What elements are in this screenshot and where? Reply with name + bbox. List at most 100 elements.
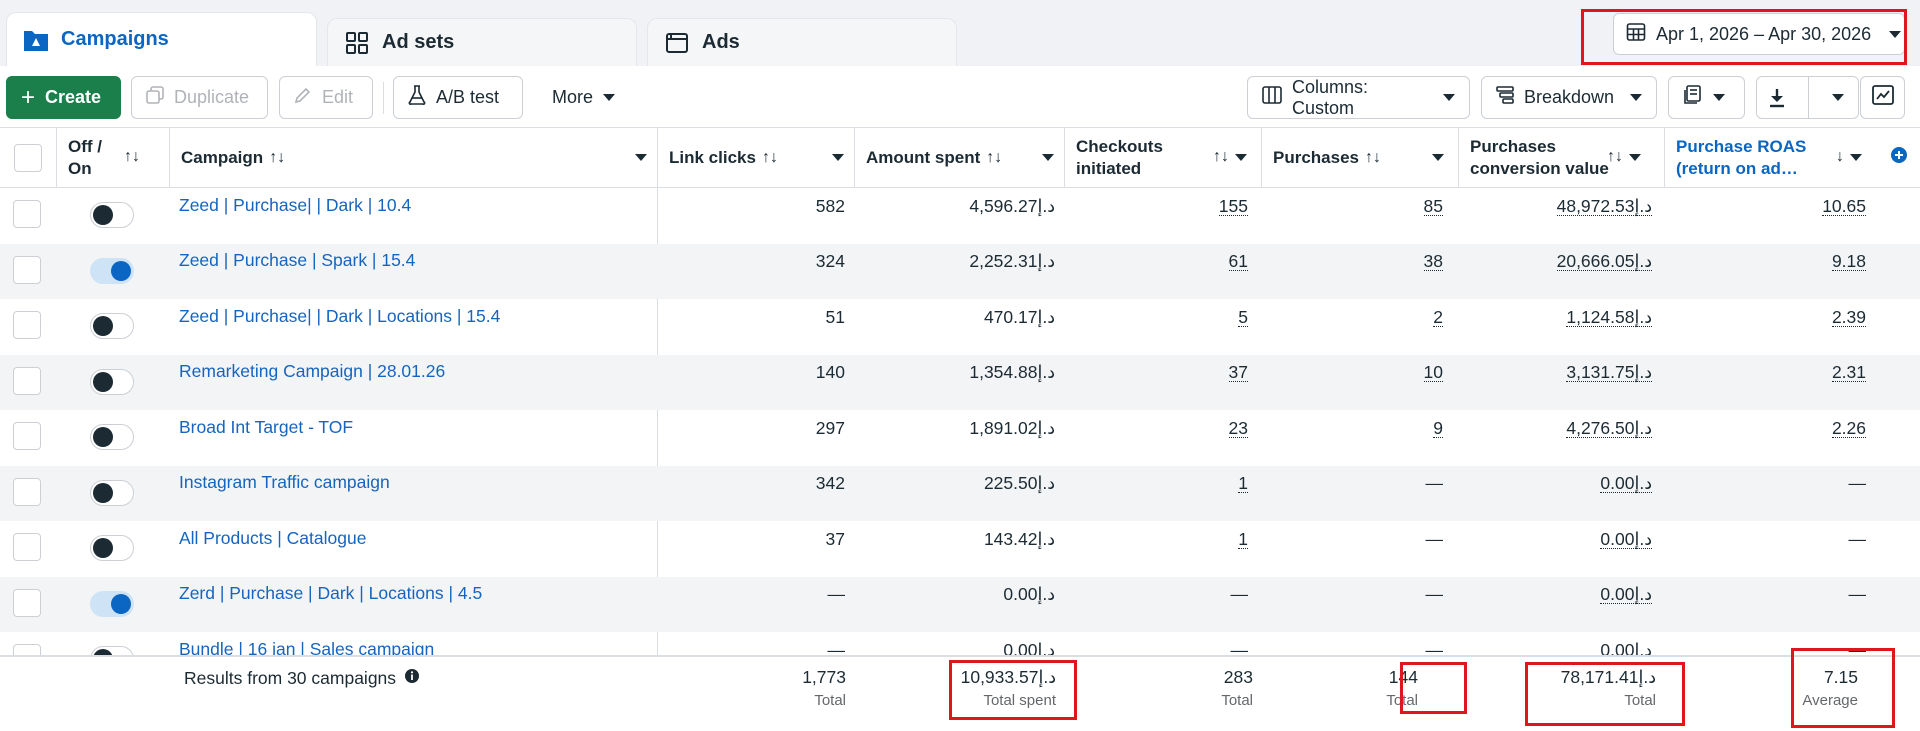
date-range-picker[interactable]: Apr 1, 2026 – Apr 30, 2026 <box>1613 13 1905 55</box>
table-row[interactable]: Zeed | Purchase| | Dark | 10.4 582 4,596… <box>0 188 1920 244</box>
sort-icon[interactable]: ↑↓ <box>761 149 778 166</box>
row-checkbox[interactable] <box>13 644 41 655</box>
header-off-on[interactable]: Off / On ↑↓ <box>68 128 168 188</box>
pcv-value[interactable]: 3,131.75د.إ <box>1566 362 1652 382</box>
chevron-down-icon[interactable] <box>1042 154 1054 161</box>
checkouts-value[interactable]: 5 <box>1238 306 1248 327</box>
pcv-value[interactable]: 0.00د.إ <box>1600 473 1652 493</box>
header-purchases[interactable]: Purchases ↑↓ <box>1273 128 1454 188</box>
table-row[interactable]: Remarketing Campaign | 28.01.26 140 1,35… <box>0 354 1920 410</box>
export-button[interactable] <box>1756 76 1859 119</box>
sort-icon[interactable]: ↑↓ <box>1213 148 1229 165</box>
ab-test-button[interactable]: A/B test <box>393 76 523 119</box>
purchases-value[interactable]: 10 <box>1423 362 1443 382</box>
tab-ads[interactable]: Ads <box>647 18 957 66</box>
on-off-toggle[interactable] <box>90 646 134 655</box>
header-purchases-conversion-value[interactable]: Purchases conversion value ↑↓ <box>1470 128 1651 188</box>
sort-descending-icon[interactable]: ↓ <box>1836 148 1844 165</box>
table-row[interactable]: Bundle | 16 jan | Sales campaign — 0.00د… <box>0 632 1920 655</box>
campaign-name-link[interactable]: Instagram Traffic campaign <box>179 472 390 492</box>
checkouts-value[interactable]: 61 <box>1228 251 1248 271</box>
on-off-toggle[interactable] <box>90 590 134 617</box>
campaign-name-link[interactable]: Broad Int Target - TOF <box>179 416 354 437</box>
header-link-clicks[interactable]: Link clicks ↑↓ <box>669 128 854 188</box>
header-purchase-roas[interactable]: Purchase ROAS (return on ad… ↓ <box>1676 128 1872 188</box>
row-checkbox[interactable] <box>13 533 41 561</box>
sort-icon[interactable]: ↑↓ <box>1365 149 1381 166</box>
purchases-value[interactable]: 2 <box>1433 306 1443 327</box>
sort-icon[interactable]: ↑↓ <box>269 149 286 166</box>
campaign-name-link[interactable]: Zeed | Purchase| | Dark | 10.4 <box>179 194 412 215</box>
chevron-down-icon[interactable] <box>832 154 844 161</box>
chevron-down-icon[interactable] <box>1432 154 1444 161</box>
roas-value[interactable]: — <box>1848 528 1867 549</box>
campaign-name-link[interactable]: Zeed | Purchase| | Dark | Locations | 15… <box>179 305 501 326</box>
reports-button[interactable] <box>1668 76 1745 119</box>
table-row[interactable]: Broad Int Target - TOF 297 1,891.02د.إ 2… <box>0 410 1920 466</box>
purchases-value[interactable]: 9 <box>1433 417 1443 438</box>
purchases-value[interactable]: — <box>1425 639 1444 656</box>
row-checkbox[interactable] <box>13 366 41 395</box>
checkouts-value[interactable]: 155 <box>1218 195 1248 216</box>
on-off-toggle[interactable] <box>90 368 134 395</box>
tab-campaigns[interactable]: Campaigns <box>6 12 317 66</box>
export-dropdown[interactable] <box>1819 94 1858 101</box>
roas-value[interactable]: 2.31 <box>1831 362 1866 382</box>
on-off-toggle[interactable] <box>90 479 134 506</box>
tab-ad-sets[interactable]: Ad sets <box>327 18 637 66</box>
roas-value[interactable]: 9.18 <box>1831 251 1866 271</box>
table-row[interactable]: Zerd | Purchase | Dark | Locations | 4.5… <box>0 576 1920 632</box>
table-row[interactable]: Zeed | Purchase | Spark | 15.4 324 2,252… <box>0 243 1920 299</box>
header-amount-spent[interactable]: Amount spent ↑↓ <box>866 128 1064 188</box>
campaign-name-link[interactable]: Zerd | Purchase | Dark | Locations | 4.5 <box>179 583 483 603</box>
row-checkbox[interactable] <box>13 255 41 284</box>
table-row[interactable]: All Products | Catalogue 37 143.42د.إ 1 … <box>0 521 1920 577</box>
pcv-value[interactable]: 1,124.58د.إ <box>1566 306 1652 327</box>
sort-icon[interactable]: ↑↓ <box>1607 148 1623 165</box>
roas-value[interactable]: 10.65 <box>1822 195 1866 216</box>
chevron-down-icon[interactable] <box>635 154 647 161</box>
purchases-value[interactable]: 85 <box>1423 195 1443 216</box>
purchases-value[interactable]: 38 <box>1423 251 1443 271</box>
checkouts-value[interactable]: — <box>1230 584 1249 604</box>
more-button[interactable]: More <box>537 76 633 119</box>
chevron-down-icon[interactable] <box>1850 154 1862 161</box>
pcv-value[interactable]: 4,276.50د.إ <box>1566 417 1652 438</box>
select-all-checkbox[interactable] <box>14 144 42 172</box>
row-checkbox[interactable] <box>13 477 41 506</box>
roas-value[interactable]: — <box>1848 473 1867 493</box>
chevron-down-icon[interactable] <box>1235 154 1247 161</box>
sort-icon[interactable]: ↑↓ <box>986 149 1003 166</box>
edit-button[interactable]: Edit <box>279 76 373 119</box>
header-campaign[interactable]: Campaign ↑↓ <box>181 128 657 188</box>
pcv-value[interactable]: 0.00د.إ <box>1600 641 1652 656</box>
campaign-name-link[interactable]: Bundle | 16 jan | Sales campaign <box>179 638 435 656</box>
purchases-value[interactable]: — <box>1425 473 1444 493</box>
duplicate-button[interactable]: Duplicate <box>131 76 268 119</box>
row-checkbox[interactable] <box>13 588 41 617</box>
add-column-button[interactable] <box>1884 128 1914 188</box>
create-button[interactable]: + Create <box>6 76 121 119</box>
pcv-value[interactable]: 20,666.05د.إ <box>1556 251 1652 271</box>
table-row[interactable]: Zeed | Purchase| | Dark | Locations | 15… <box>0 299 1920 355</box>
row-checkbox[interactable] <box>13 422 41 450</box>
roas-value[interactable]: — <box>1848 584 1867 604</box>
checkouts-value[interactable]: 1 <box>1238 528 1248 549</box>
on-off-toggle[interactable] <box>90 313 134 339</box>
campaign-name-link[interactable]: Remarketing Campaign | 28.01.26 <box>179 361 446 381</box>
on-off-toggle[interactable] <box>90 424 134 450</box>
columns-button[interactable]: Columns: Custom <box>1247 76 1470 119</box>
row-checkbox[interactable] <box>13 200 41 228</box>
charts-button[interactable] <box>1860 76 1905 119</box>
on-off-toggle[interactable] <box>90 535 134 561</box>
purchases-value[interactable]: — <box>1425 528 1444 549</box>
breakdown-button[interactable]: Breakdown <box>1481 76 1657 119</box>
campaign-name-link[interactable]: All Products | Catalogue <box>179 527 367 548</box>
checkouts-value[interactable]: 37 <box>1228 362 1248 382</box>
roas-value[interactable]: 2.26 <box>1831 417 1866 438</box>
sort-icon[interactable]: ↑↓ <box>124 148 140 165</box>
on-off-toggle[interactable] <box>90 202 134 228</box>
row-checkbox[interactable] <box>13 311 41 339</box>
checkouts-value[interactable]: — <box>1230 639 1249 656</box>
header-checkouts[interactable]: Checkouts initiated ↑↓ <box>1076 128 1257 188</box>
